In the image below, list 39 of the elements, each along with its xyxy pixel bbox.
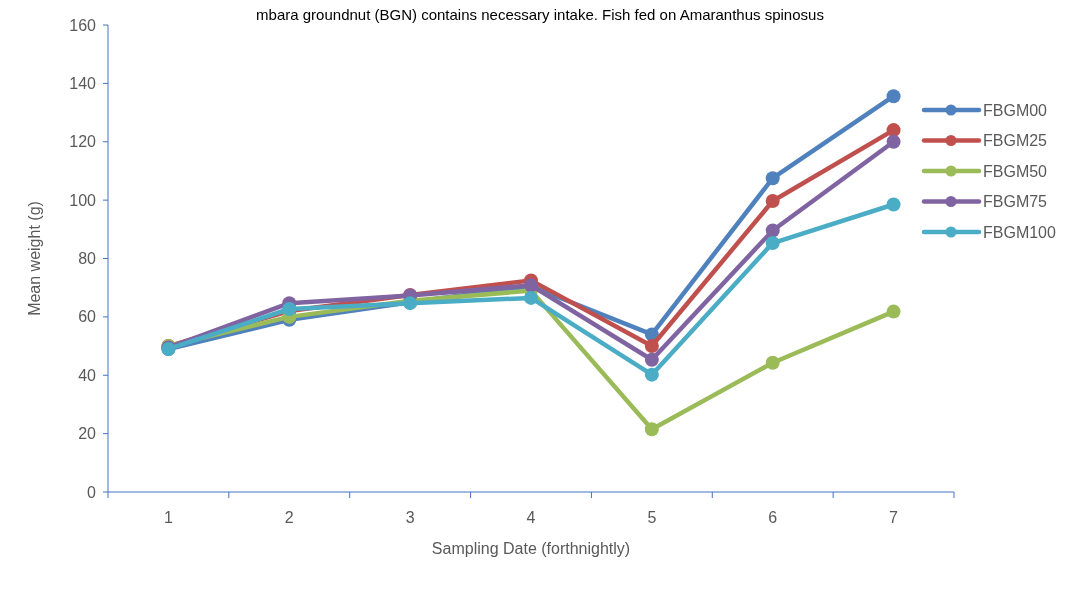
x-tick-label: 4	[526, 509, 536, 526]
point	[765, 355, 780, 370]
x-tick-label: 1	[163, 509, 173, 526]
text: mbara groundnut (BGN) contains necessary intake. Fish fed on Amaranthus spinosus	[256, 6, 824, 23]
point	[524, 290, 538, 305]
y-tick-label: 0	[87, 483, 97, 501]
x-tick-label: 2	[284, 509, 294, 526]
y-tick-label: 20	[78, 425, 97, 443]
point	[765, 223, 780, 238]
y-tick-label: 100	[69, 191, 97, 209]
point	[886, 89, 901, 104]
x-axis-title: Sampling Date (forthnightly)	[431, 540, 631, 557]
point	[765, 194, 780, 208]
point	[765, 236, 780, 251]
point	[644, 367, 659, 382]
point	[644, 339, 659, 354]
legend-label: FBGM75	[983, 193, 1048, 211]
legend-label: FBGM00	[983, 101, 1048, 119]
x-tick-label: 7	[889, 509, 899, 526]
y-tick-label: 160	[69, 16, 97, 34]
y-tick-label: 140	[69, 74, 97, 92]
x-tick-label: 3	[405, 509, 415, 526]
point	[644, 352, 659, 367]
y-axis-title: Mean weight (g)	[26, 201, 43, 316]
point	[886, 123, 901, 138]
legend-label: FBGM50	[983, 162, 1048, 180]
point	[886, 304, 901, 319]
x-tick-label: 6	[768, 509, 778, 526]
point	[886, 134, 901, 149]
point	[765, 171, 780, 186]
y-tick-label: 60	[78, 308, 97, 326]
point	[886, 197, 901, 212]
legend-label: FBGM100	[983, 223, 1057, 241]
point	[644, 422, 659, 437]
y-tick-label: 40	[78, 366, 97, 384]
y-tick-label: 80	[78, 250, 97, 268]
legend-label: FBGM25	[983, 132, 1048, 150]
y-tick-label: 120	[69, 133, 97, 151]
x-tick-label: 5	[647, 509, 657, 526]
